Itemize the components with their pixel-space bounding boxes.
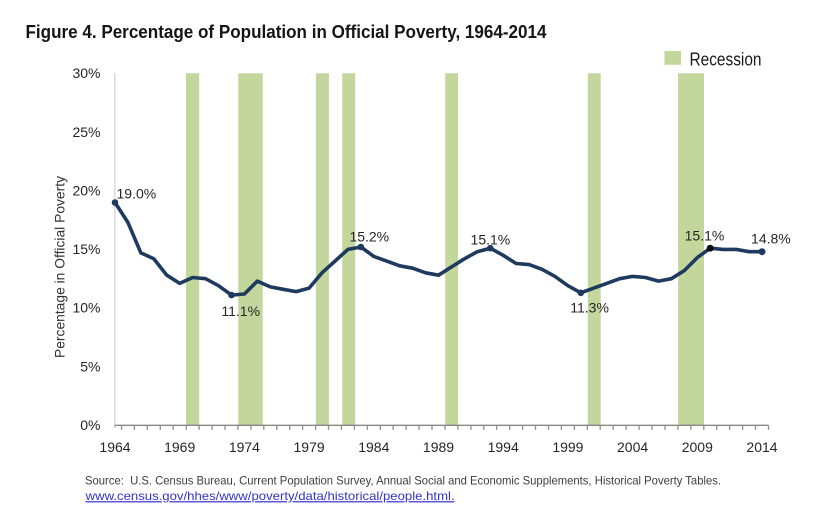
svg-text:5%: 5%: [80, 358, 100, 374]
svg-text:2009: 2009: [682, 439, 713, 455]
svg-text:15.1%: 15.1%: [685, 228, 725, 244]
svg-text:www.census.gov/hhes/www/povert: www.census.gov/hhes/www/poverty/data/his…: [85, 489, 455, 503]
svg-text:15.2%: 15.2%: [349, 228, 389, 244]
svg-text:1989: 1989: [423, 439, 454, 455]
svg-text:20%: 20%: [72, 183, 100, 199]
svg-text:0%: 0%: [80, 417, 100, 433]
svg-text:25%: 25%: [72, 124, 100, 140]
svg-text:Recession: Recession: [690, 50, 762, 70]
svg-text:15%: 15%: [72, 241, 100, 257]
svg-text:15.1%: 15.1%: [471, 231, 511, 247]
svg-text:19.0%: 19.0%: [117, 186, 157, 202]
svg-text:11.1%: 11.1%: [221, 303, 260, 319]
svg-text:30%: 30%: [72, 65, 100, 81]
svg-text:1969: 1969: [164, 439, 195, 455]
svg-text:Percentage in Official Poverty: Percentage in Official Poverty: [53, 176, 68, 358]
svg-text:1999: 1999: [552, 439, 583, 455]
svg-text:10%: 10%: [72, 300, 100, 316]
svg-text:1979: 1979: [294, 439, 325, 455]
svg-text:1964: 1964: [99, 439, 130, 455]
svg-text:1984: 1984: [358, 439, 389, 455]
svg-text:Source: U.S. Census Bureau, C: Source: U.S. Census Bureau, Current Popu…: [85, 474, 721, 487]
svg-text:2014: 2014: [746, 439, 777, 455]
svg-text:1974: 1974: [229, 439, 260, 455]
svg-text:14.8%: 14.8%: [751, 231, 791, 247]
svg-text:Figure 4. Percentage of Popula: Figure 4. Percentage of Population in Of…: [26, 22, 547, 42]
svg-text:1994: 1994: [488, 439, 519, 455]
svg-text:2004: 2004: [617, 439, 648, 455]
svg-text:11.3%: 11.3%: [570, 300, 609, 316]
